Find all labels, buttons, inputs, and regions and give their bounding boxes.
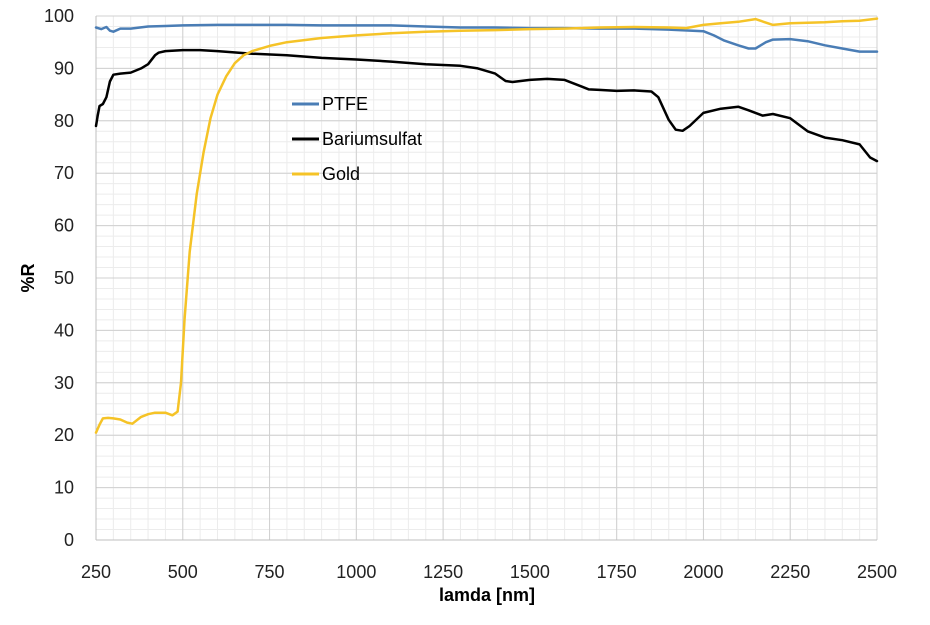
y-tick-label: 0 (64, 530, 74, 550)
y-tick-label: 10 (54, 478, 74, 498)
x-tick-label: 750 (255, 562, 285, 582)
x-tick-label: 1250 (423, 562, 463, 582)
legend-label-gold: Gold (322, 164, 360, 184)
y-tick-label: 100 (44, 6, 74, 26)
y-tick-label: 80 (54, 111, 74, 131)
series-lines (94, 17, 879, 434)
x-tick-labels: 250 500 750 1000 1250 1500 1750 2000 2250 2500 (81, 562, 897, 582)
y-tick-label: 20 (54, 425, 74, 445)
major-gridlines (95, 15, 878, 541)
legend: PTFE Bariumsulfat Gold (292, 94, 422, 184)
x-tick-label: 1500 (510, 562, 550, 582)
series-line-bariumsulfat (94, 48, 879, 163)
x-tick-label: 500 (168, 562, 198, 582)
x-axis-title: lamda [nm] (439, 585, 535, 605)
y-axis-title: %R (18, 263, 38, 292)
x-tick-label: 2000 (683, 562, 723, 582)
y-tick-label: 40 (54, 320, 74, 340)
x-tick-label: 2500 (857, 562, 897, 582)
legend-label-ptfe: PTFE (322, 94, 368, 114)
y-tick-label: 90 (54, 58, 74, 78)
x-tick-label: 1750 (597, 562, 637, 582)
x-tick-label: 2250 (770, 562, 810, 582)
series-line-gold (94, 17, 879, 434)
x-tick-label: 250 (81, 562, 111, 582)
legend-label-bariumsulfat: Bariumsulfat (322, 129, 422, 149)
axes (95, 16, 877, 541)
y-tick-label: 30 (54, 373, 74, 393)
series-line-ptfe (94, 23, 879, 53)
y-tick-label: 70 (54, 163, 74, 183)
x-tick-label: 1000 (336, 562, 376, 582)
y-tick-labels: 0 10 20 30 40 50 60 70 80 90 100 (44, 6, 74, 550)
y-tick-label: 60 (54, 216, 74, 236)
y-tick-label: 50 (54, 268, 74, 288)
